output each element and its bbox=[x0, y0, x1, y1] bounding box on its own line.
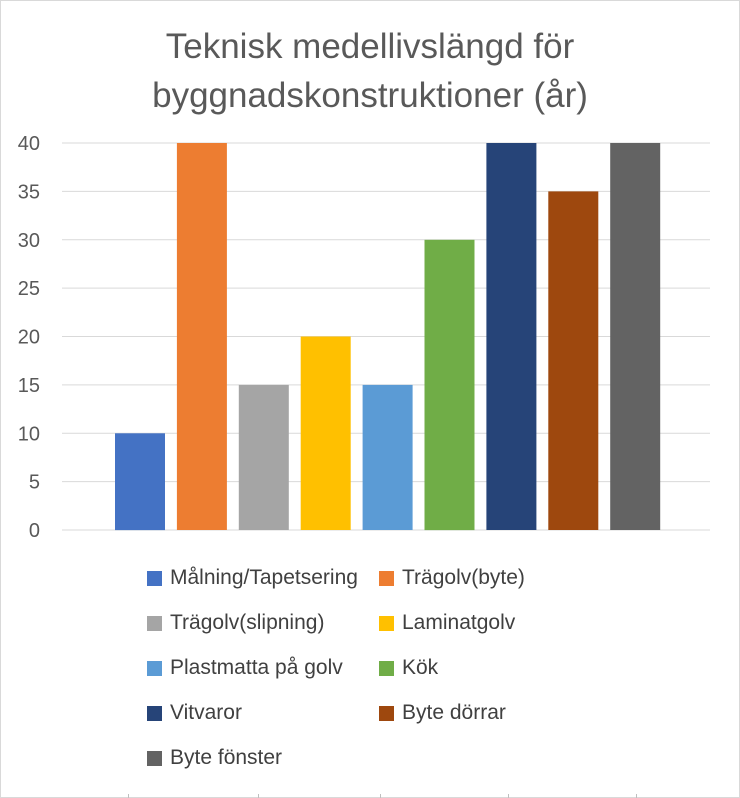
legend-swatch bbox=[147, 570, 162, 586]
legend-item-9: Byte fönster bbox=[147, 743, 282, 773]
bar-4 bbox=[300, 336, 351, 530]
legend-item-6: Kök bbox=[379, 653, 438, 683]
legend-item-8: Byte dörrar bbox=[379, 698, 506, 728]
bar-5 bbox=[362, 384, 413, 530]
bar-3 bbox=[238, 384, 289, 530]
legend-swatch bbox=[379, 615, 394, 631]
chart-title-line-1: Teknisk medellivslängd för bbox=[165, 27, 575, 66]
chart-title-line-2: byggnadskonstruktioner (år) bbox=[152, 76, 588, 115]
legend-swatch bbox=[379, 660, 394, 676]
legend-swatch bbox=[379, 570, 394, 586]
legend-item-3: Trägolv(slipning) bbox=[147, 608, 324, 638]
y-tick-label: 10 bbox=[18, 423, 40, 445]
legend-item-1: Målning/Tapetsering bbox=[147, 563, 358, 593]
legend-swatch bbox=[147, 615, 162, 631]
legend-swatch bbox=[147, 660, 162, 676]
legend-label: Byte fönster bbox=[170, 746, 283, 769]
y-tick-label: 0 bbox=[29, 520, 40, 542]
bar-8 bbox=[548, 191, 599, 530]
bar-9 bbox=[610, 143, 661, 530]
legend-item-5: Plastmatta på golv bbox=[147, 653, 343, 683]
legend-label: Trägolv(slipning) bbox=[170, 611, 325, 634]
bar-7 bbox=[486, 143, 537, 530]
y-tick-label: 25 bbox=[18, 278, 40, 300]
legend-item-7: Vitvaror bbox=[147, 698, 242, 728]
legend-swatch bbox=[379, 705, 394, 721]
legend-label: Laminatgolv bbox=[402, 611, 516, 634]
y-tick-label: 5 bbox=[29, 472, 40, 494]
legend-label: Trägolv(byte) bbox=[402, 566, 525, 589]
legend-label: Byte dörrar bbox=[402, 701, 506, 724]
legend-label: Målning/Tapetsering bbox=[170, 566, 358, 589]
y-tick-label: 15 bbox=[18, 375, 40, 397]
y-tick-label: 40 bbox=[18, 133, 40, 155]
legend-label: Plastmatta på golv bbox=[170, 656, 343, 679]
legend-swatch bbox=[147, 750, 162, 766]
legend-label: Kök bbox=[402, 656, 439, 679]
y-tick-label: 30 bbox=[18, 230, 40, 252]
legend-item-4: Laminatgolv bbox=[379, 608, 515, 638]
legend-label: Vitvaror bbox=[170, 701, 242, 724]
y-tick-label: 35 bbox=[18, 181, 40, 203]
legend-item-2: Trägolv(byte) bbox=[379, 563, 525, 593]
bar-6 bbox=[424, 239, 475, 531]
bar-1 bbox=[115, 433, 165, 531]
bar-2 bbox=[176, 143, 227, 530]
chart-title: Teknisk medellivslängd för byggnadskonst… bbox=[0, 22, 740, 120]
legend-swatch bbox=[147, 705, 162, 721]
bottom-edge-ticks bbox=[0, 794, 740, 798]
y-tick-label: 20 bbox=[18, 327, 40, 349]
